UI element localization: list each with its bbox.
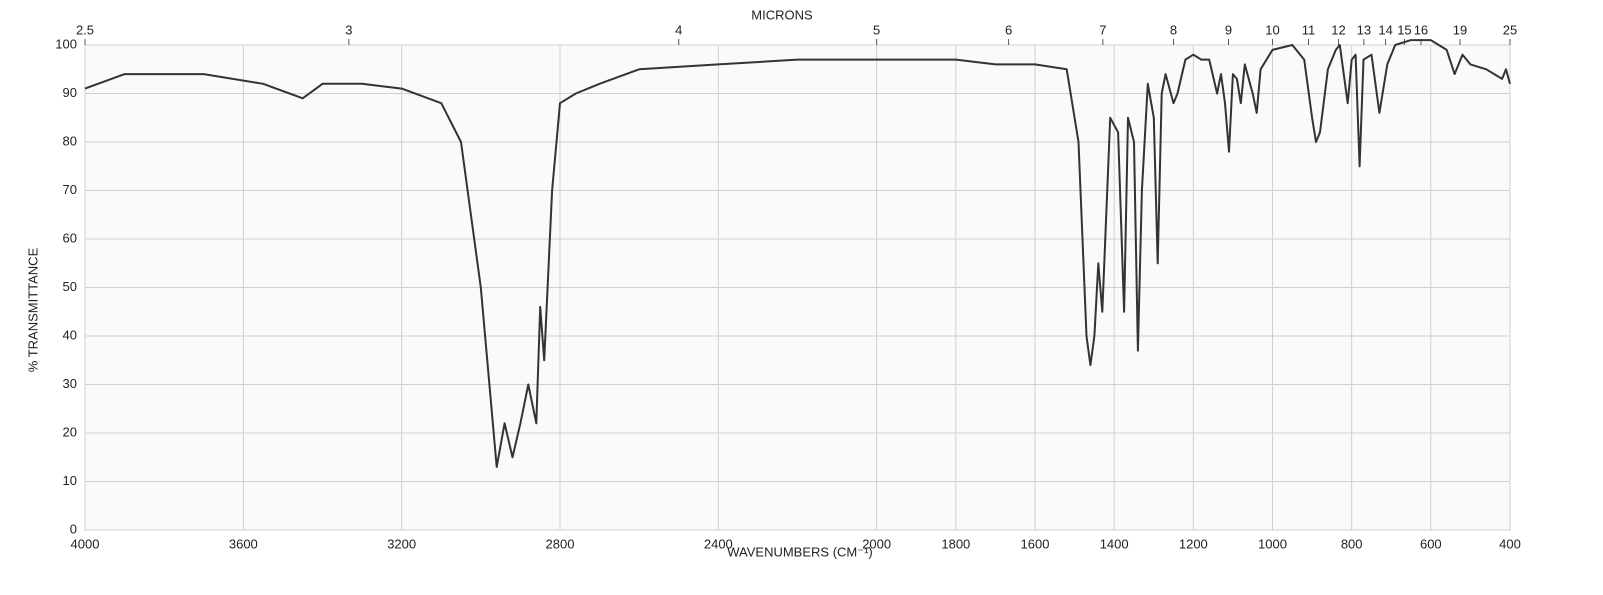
x2-tick-label: 6: [1005, 22, 1012, 37]
x-tick-label: 4000: [71, 536, 100, 551]
x2-tick-label: 4: [675, 22, 682, 37]
x2-tick-label: 16: [1414, 22, 1428, 37]
x-tick-label: 800: [1341, 536, 1363, 551]
x2-tick-label: 7: [1099, 22, 1106, 37]
x2-tick-label: 12: [1331, 22, 1345, 37]
x-tick-label: 1800: [941, 536, 970, 551]
x-tick-label: 2800: [546, 536, 575, 551]
chart-title: MICRONS: [751, 7, 813, 22]
x-tick-label: 1000: [1258, 536, 1287, 551]
x-tick-label: 1200: [1179, 536, 1208, 551]
x-tick-label: 2400: [704, 536, 733, 551]
x2-tick-label: 14: [1378, 22, 1392, 37]
x2-tick-label: 5: [873, 22, 880, 37]
y-tick-label: 100: [55, 36, 77, 51]
x-tick-label: 3200: [387, 536, 416, 551]
y-tick-label: 60: [63, 230, 77, 245]
x2-tick-label: 19: [1453, 22, 1467, 37]
y-tick-label: 80: [63, 133, 77, 148]
y-tick-label: 50: [63, 279, 77, 294]
x2-tick-label: 10: [1265, 22, 1279, 37]
x-tick-label: 400: [1499, 536, 1521, 551]
x2-tick-label: 11: [1302, 22, 1316, 37]
x-axis-label: WAVENUMBERS (CM⁻¹): [727, 544, 873, 559]
x2-tick-label: 8: [1170, 22, 1177, 37]
x2-tick-label: 15: [1397, 22, 1411, 37]
x-tick-label: 2000: [862, 536, 891, 551]
x-tick-label: 3600: [229, 536, 258, 551]
x-tick-label: 1600: [1021, 536, 1050, 551]
x2-tick-label: 13: [1357, 22, 1371, 37]
x2-tick-label: 3: [345, 22, 352, 37]
x2-tick-label: 25: [1503, 22, 1517, 37]
x-tick-label: 600: [1420, 536, 1442, 551]
x2-tick-label: 2.5: [76, 22, 94, 37]
y-tick-label: 20: [63, 424, 77, 439]
y-tick-label: 90: [63, 85, 77, 100]
y-tick-label: 70: [63, 182, 77, 197]
x-tick-label: 1400: [1100, 536, 1129, 551]
x2-tick-label: 9: [1225, 22, 1232, 37]
y-tick-label: 10: [63, 473, 77, 488]
y-tick-label: 0: [70, 521, 77, 536]
spectrum-line: [84, 39, 1511, 468]
y-tick-label: 30: [63, 376, 77, 391]
y-axis-label: % TRANSMITTANCE: [25, 247, 40, 372]
y-tick-label: 40: [63, 327, 77, 342]
